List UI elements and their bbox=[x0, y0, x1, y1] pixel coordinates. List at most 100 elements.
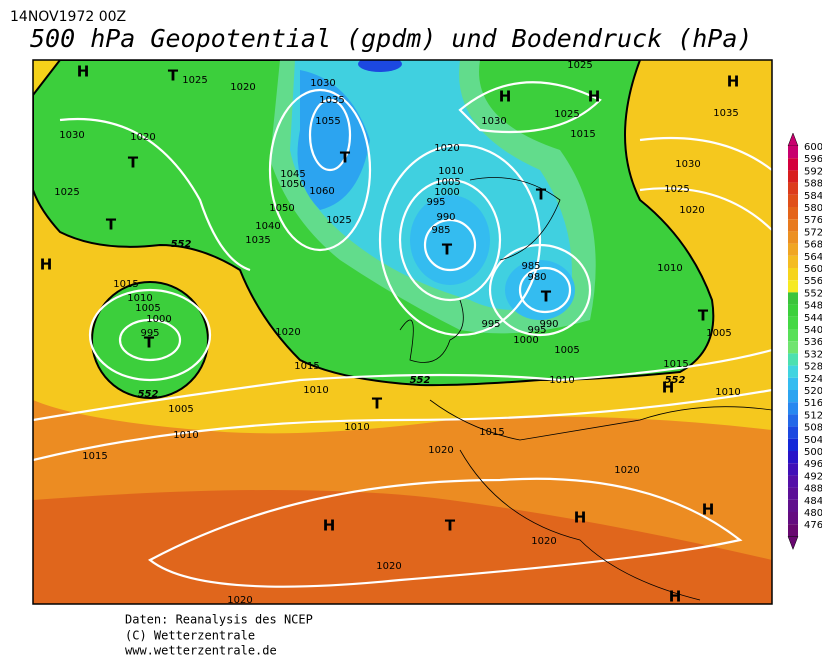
isobar-label: 1030 bbox=[59, 130, 84, 141]
legend-label: 600 bbox=[804, 142, 822, 153]
contour-label: 552 bbox=[410, 375, 431, 386]
legend-label: 536 bbox=[804, 337, 822, 348]
isobar-label: 1010 bbox=[657, 263, 682, 274]
pressure-system: H bbox=[588, 88, 601, 106]
legend-label: 476 bbox=[804, 520, 822, 531]
legend-label: 524 bbox=[804, 374, 822, 385]
isobar-label: 985 bbox=[431, 225, 450, 236]
isobar-label: 1005 bbox=[168, 404, 193, 415]
legend-label: 516 bbox=[804, 398, 822, 409]
pressure-system: H bbox=[662, 379, 675, 397]
legend-label: 512 bbox=[804, 410, 822, 421]
legend-label: 560 bbox=[804, 264, 822, 275]
legend-swatch bbox=[788, 170, 798, 183]
isobar-label: 1025 bbox=[554, 109, 579, 120]
pressure-system: T bbox=[536, 186, 547, 204]
isobar-label: 1020 bbox=[275, 327, 300, 338]
isobar-label: 1020 bbox=[230, 82, 255, 93]
isobar-label: 1015 bbox=[570, 129, 595, 140]
isobar-label: 1010 bbox=[173, 430, 198, 441]
isobar-label: 1020 bbox=[376, 561, 401, 572]
legend-swatch bbox=[788, 219, 798, 232]
isobar-label: 1025 bbox=[567, 60, 592, 71]
footer-line: (C) Wetterzentrale bbox=[125, 629, 255, 643]
isobar-label: 1020 bbox=[531, 536, 556, 547]
isobar-label: 1020 bbox=[679, 205, 704, 216]
isobar-label: 1025 bbox=[664, 184, 689, 195]
legend-swatch bbox=[788, 329, 798, 342]
isobar-label: 990 bbox=[436, 212, 455, 223]
contour-label: 552 bbox=[665, 375, 686, 386]
pressure-system: T bbox=[144, 334, 155, 352]
isobar-label: 995 bbox=[426, 197, 445, 208]
legend-swatch bbox=[788, 207, 798, 220]
legend-swatch bbox=[788, 390, 798, 403]
legend-swatch bbox=[788, 524, 798, 537]
isobar-label: 1000 bbox=[513, 335, 538, 346]
legend-arrow-bottom bbox=[787, 536, 799, 551]
legend-swatch bbox=[788, 194, 798, 207]
isobar-label: 1020 bbox=[428, 445, 453, 456]
isobar-label: 1035 bbox=[319, 95, 344, 106]
isobar-label: 985 bbox=[521, 261, 540, 272]
pressure-system: T bbox=[698, 307, 709, 325]
pressure-system: H bbox=[574, 509, 587, 527]
legend-label: 572 bbox=[804, 227, 822, 238]
legend-label: 580 bbox=[804, 203, 822, 214]
pressure-system: H bbox=[77, 63, 90, 81]
isobar-label: 1010 bbox=[344, 422, 369, 433]
pressure-system: T bbox=[541, 288, 552, 306]
legend-label: 484 bbox=[804, 496, 822, 507]
pressure-system: H bbox=[727, 73, 740, 91]
pressure-system: T bbox=[442, 241, 453, 259]
isobar-label: 1015 bbox=[113, 279, 138, 290]
isobar-label: 1000 bbox=[146, 314, 171, 325]
map-frame bbox=[32, 59, 773, 605]
isobar-label: 1005 bbox=[135, 303, 160, 314]
legend-label: 588 bbox=[804, 179, 822, 190]
legend-label: 556 bbox=[804, 276, 822, 287]
isobar-label: 1005 bbox=[554, 345, 579, 356]
pressure-system: H bbox=[499, 88, 512, 106]
legend-swatch bbox=[788, 414, 798, 427]
isobar-label: 1010 bbox=[438, 166, 463, 177]
legend-swatch bbox=[788, 402, 798, 415]
legend-swatch bbox=[788, 341, 798, 354]
legend-label: 500 bbox=[804, 447, 822, 458]
isobar-label: 1025 bbox=[54, 187, 79, 198]
legend-label: 504 bbox=[804, 435, 822, 446]
isobar-label: 1040 bbox=[255, 221, 280, 232]
legend-swatch bbox=[788, 243, 798, 256]
legend-label: 552 bbox=[804, 288, 822, 299]
date: 14NOV1972 00Z bbox=[10, 9, 126, 25]
legend-arrow-top bbox=[787, 132, 799, 147]
isobar-label: 1020 bbox=[227, 595, 252, 606]
contour-label: 552 bbox=[171, 239, 192, 250]
legend-label: 508 bbox=[804, 423, 822, 434]
title: 500 hPa Geopotential (gpdm) und Bodendru… bbox=[30, 24, 752, 53]
pressure-system: H bbox=[323, 517, 336, 535]
legend-label: 480 bbox=[804, 508, 822, 519]
isobar-label: 990 bbox=[539, 319, 558, 330]
legend-swatch bbox=[788, 487, 798, 500]
legend-label: 544 bbox=[804, 313, 822, 324]
isobar-label: 1030 bbox=[481, 116, 506, 127]
legend-label: 584 bbox=[804, 191, 822, 202]
isobar-label: 1000 bbox=[434, 187, 459, 198]
pressure-system: H bbox=[40, 256, 53, 274]
isobar-label: 1050 bbox=[269, 203, 294, 214]
legend-swatch bbox=[788, 158, 798, 171]
footer-line: www.wetterzentrale.de bbox=[125, 644, 277, 657]
legend-swatch bbox=[788, 512, 798, 525]
isobar-label: 1060 bbox=[309, 186, 334, 197]
isobar-label: 1020 bbox=[130, 132, 155, 143]
pressure-system: T bbox=[445, 517, 456, 535]
isobar-label: 1005 bbox=[435, 177, 460, 188]
legend-label: 496 bbox=[804, 459, 822, 470]
legend-swatch bbox=[788, 365, 798, 378]
isobar-label: 1015 bbox=[294, 361, 319, 372]
isobar-label: 1010 bbox=[549, 375, 574, 386]
isobar-label: 1015 bbox=[663, 359, 688, 370]
isobar-label: 1045 bbox=[280, 169, 305, 180]
